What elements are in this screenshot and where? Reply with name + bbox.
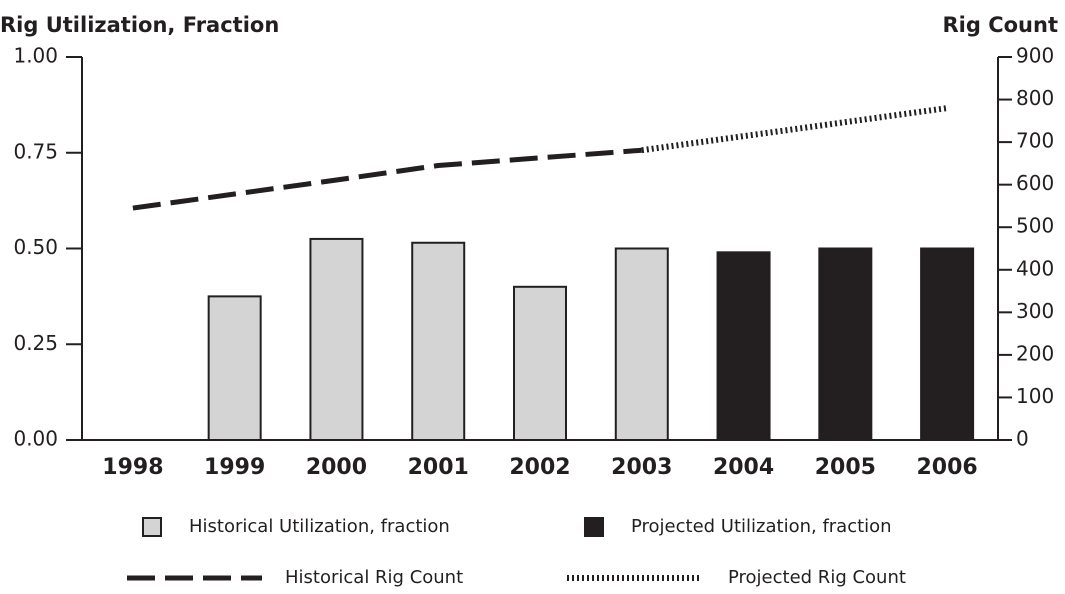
legend-label: Projected Utilization, fraction [631, 516, 892, 537]
y2-tick-label: 600 [1016, 171, 1054, 195]
y2-tick-label: 0 [1016, 427, 1029, 451]
bar [207, 295, 262, 441]
bar [411, 241, 466, 441]
y2-tick-label: 900 [1016, 44, 1054, 68]
x-tick-label: 1998 [102, 455, 163, 480]
y2-tick-label: 800 [1016, 86, 1054, 110]
bar [309, 237, 364, 441]
y2-tick-label: 100 [1016, 384, 1054, 408]
x-tick-label: 2003 [611, 455, 672, 480]
bar [818, 247, 873, 441]
bar [716, 251, 771, 441]
x-tick-label: 2006 [916, 455, 977, 480]
y-tick-label: 1.00 [13, 44, 58, 68]
x-tick-label: 2002 [509, 455, 570, 480]
line [132, 147, 642, 211]
x-tick-label: 2005 [815, 455, 876, 480]
y-axis-title: Rig Utilization, Fraction [0, 13, 279, 37]
y-tick-label: 0.25 [13, 331, 58, 355]
y-tick-label: 0.00 [13, 427, 58, 451]
y2-tick-label: 200 [1016, 341, 1054, 365]
y-tick-label: 0.75 [13, 139, 58, 163]
x-tick-label: 1999 [204, 455, 265, 480]
x-tick-label: 2000 [306, 455, 367, 480]
x-tick-label: 2001 [408, 455, 469, 480]
y2-tick-label: 700 [1016, 129, 1054, 153]
bar [513, 285, 567, 441]
y2-tick-label: 300 [1016, 299, 1054, 323]
y2-tick-label: 500 [1016, 214, 1054, 238]
y-tick-label: 0.50 [13, 235, 58, 259]
legend-swatch [142, 517, 162, 537]
legend-label: Historical Utilization, fraction [189, 516, 450, 537]
y2-tick-label: 400 [1016, 256, 1054, 280]
y2-axis-title: Rig Count [943, 13, 1059, 37]
bar [920, 247, 975, 441]
bar [614, 247, 669, 441]
legend-swatch [584, 517, 604, 537]
legend-label: Projected Rig Count [728, 567, 906, 588]
line [641, 105, 948, 154]
x-tick-label: 2004 [713, 455, 774, 480]
legend-label: Historical Rig Count [285, 567, 463, 588]
